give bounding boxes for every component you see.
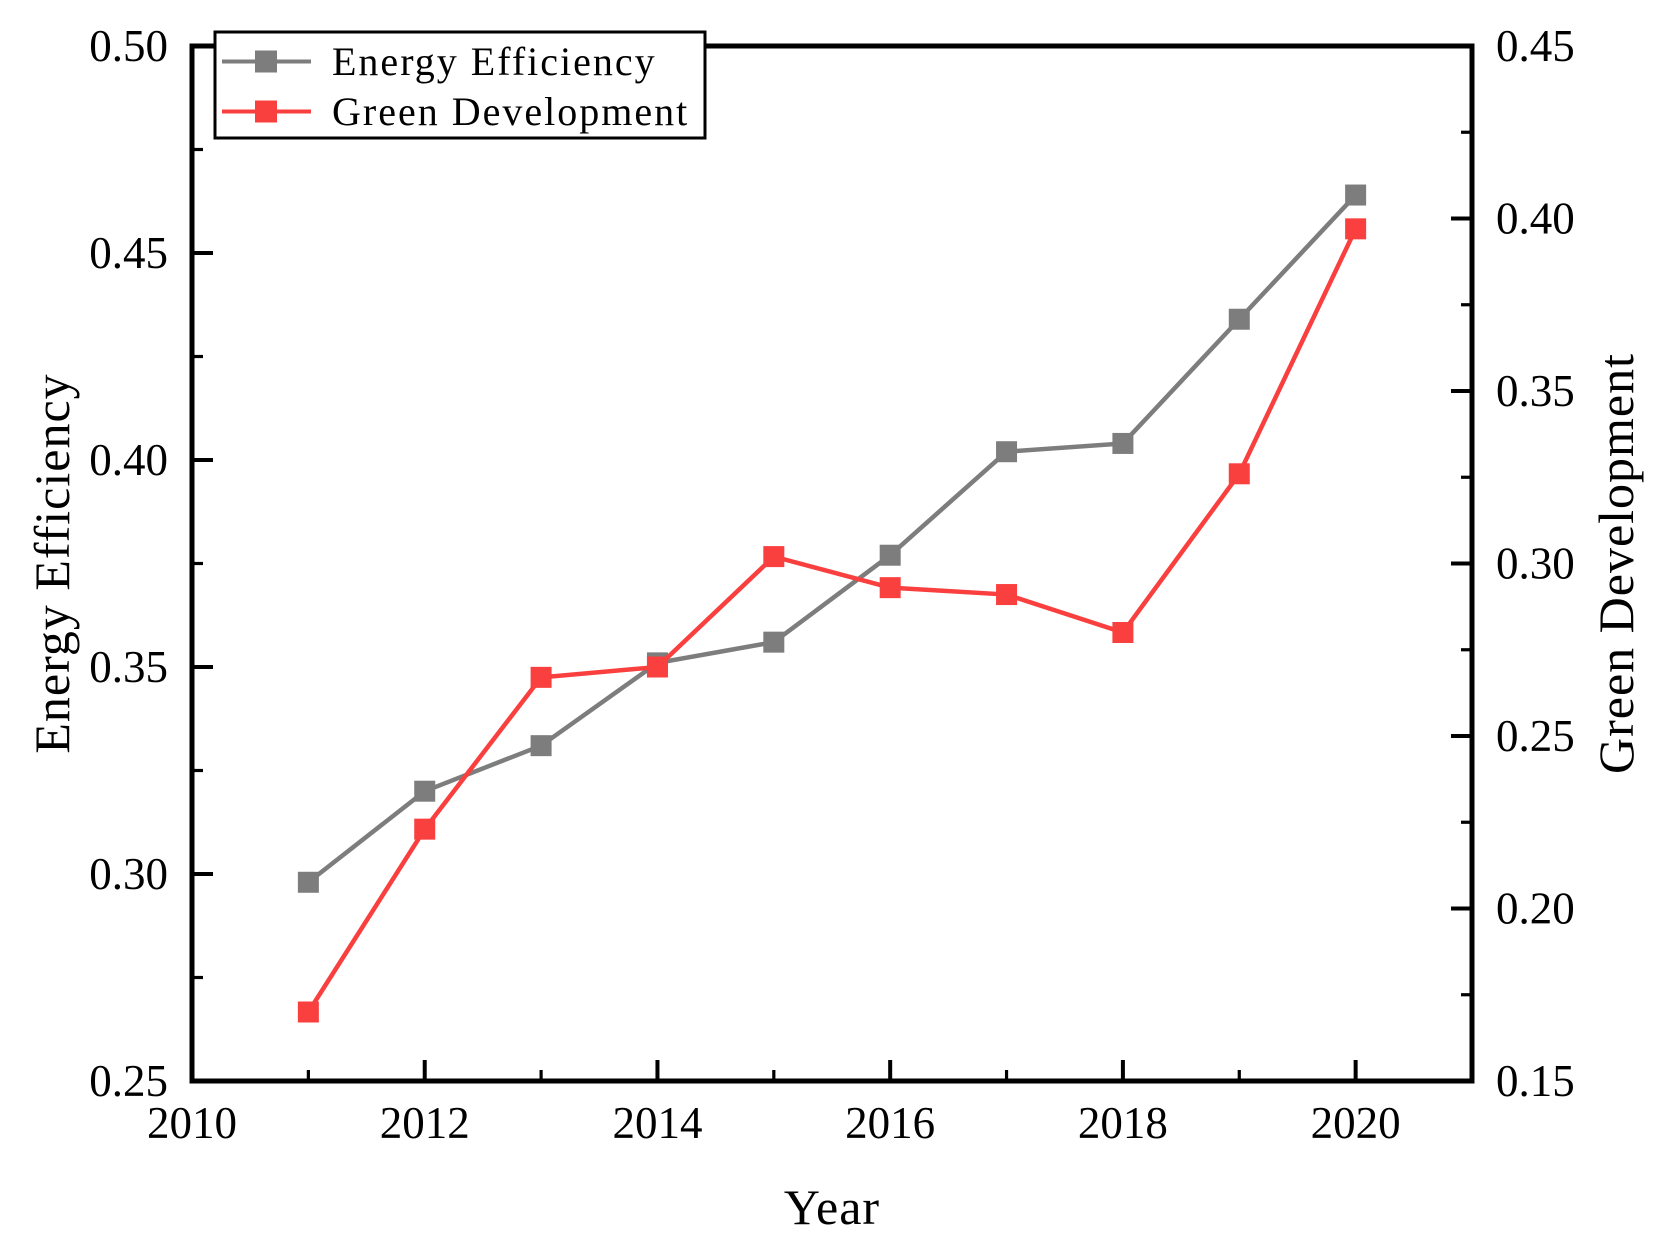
legend-marker bbox=[255, 100, 277, 123]
data-point-marker bbox=[297, 1001, 319, 1023]
left-axis-tick-label: 0.25 bbox=[89, 1056, 168, 1106]
x-axis-tick-label: 2020 bbox=[1311, 1098, 1401, 1148]
left-axis-tick-label: 0.30 bbox=[89, 849, 168, 899]
series-green-development bbox=[297, 218, 1367, 1023]
data-point-marker bbox=[763, 546, 785, 568]
legend-label: Energy Efficiency bbox=[332, 39, 657, 84]
legend-label: Green Development bbox=[332, 89, 689, 134]
data-point-marker bbox=[1112, 432, 1134, 454]
x-axis-tick-label: 2016 bbox=[845, 1098, 935, 1148]
x-axis-tick-label: 2014 bbox=[612, 1098, 702, 1148]
x-axis-tick-label: 2018 bbox=[1078, 1098, 1168, 1148]
data-point-marker bbox=[530, 666, 552, 688]
legend-marker bbox=[255, 50, 277, 73]
series-line bbox=[306, 193, 1358, 885]
right-axis-tick-label: 0.15 bbox=[1496, 1056, 1575, 1106]
right-axis-tick-label: 0.40 bbox=[1496, 194, 1575, 244]
left-axis-tick-label: 0.50 bbox=[89, 21, 168, 71]
left-axis-tick-label: 0.45 bbox=[89, 228, 168, 278]
legend-border bbox=[213, 30, 707, 140]
data-point-marker bbox=[879, 544, 901, 566]
left-axis-tick-label: 0.35 bbox=[89, 642, 168, 692]
data-point-marker bbox=[414, 818, 436, 840]
right-axis-tick-label: 0.30 bbox=[1496, 539, 1575, 589]
data-point-marker bbox=[1345, 218, 1367, 240]
data-point-marker bbox=[1345, 184, 1367, 206]
data-point-marker bbox=[1228, 308, 1250, 330]
left-axis-tick-label: 0.40 bbox=[89, 435, 168, 485]
legend-item: Green Development bbox=[222, 89, 689, 134]
data-point-marker bbox=[297, 871, 319, 893]
data-point-marker bbox=[646, 656, 668, 678]
data-point-marker bbox=[879, 577, 901, 599]
series-line bbox=[306, 227, 1358, 1014]
right-axis-tick-label: 0.45 bbox=[1496, 21, 1575, 71]
data-point-marker bbox=[530, 735, 552, 757]
right-axis-tick-label: 0.25 bbox=[1496, 711, 1575, 761]
legend-box: Energy Efficiency Green Development bbox=[213, 30, 707, 140]
data-point-marker bbox=[763, 631, 785, 653]
x-axis-tick-label: 2012 bbox=[380, 1098, 470, 1148]
right-axis-tick-label: 0.35 bbox=[1496, 366, 1575, 416]
x-axis-tick-label: 2010 bbox=[147, 1098, 237, 1148]
data-point-marker bbox=[996, 584, 1018, 606]
data-point-marker bbox=[1112, 622, 1134, 643]
legend-item: Energy Efficiency bbox=[222, 39, 657, 84]
data-point-marker bbox=[414, 780, 436, 802]
plot-frame bbox=[189, 43, 1475, 1084]
left-axis-title: Energy Efficiency bbox=[24, 373, 80, 753]
data-point-marker bbox=[1228, 463, 1250, 485]
data-point-marker bbox=[996, 441, 1018, 463]
x-axis-title: Year bbox=[784, 1179, 880, 1235]
right-axis-tick-label: 0.20 bbox=[1496, 884, 1575, 934]
right-axis-title: Green Development bbox=[1588, 353, 1644, 774]
series-energy-efficiency bbox=[297, 184, 1367, 893]
